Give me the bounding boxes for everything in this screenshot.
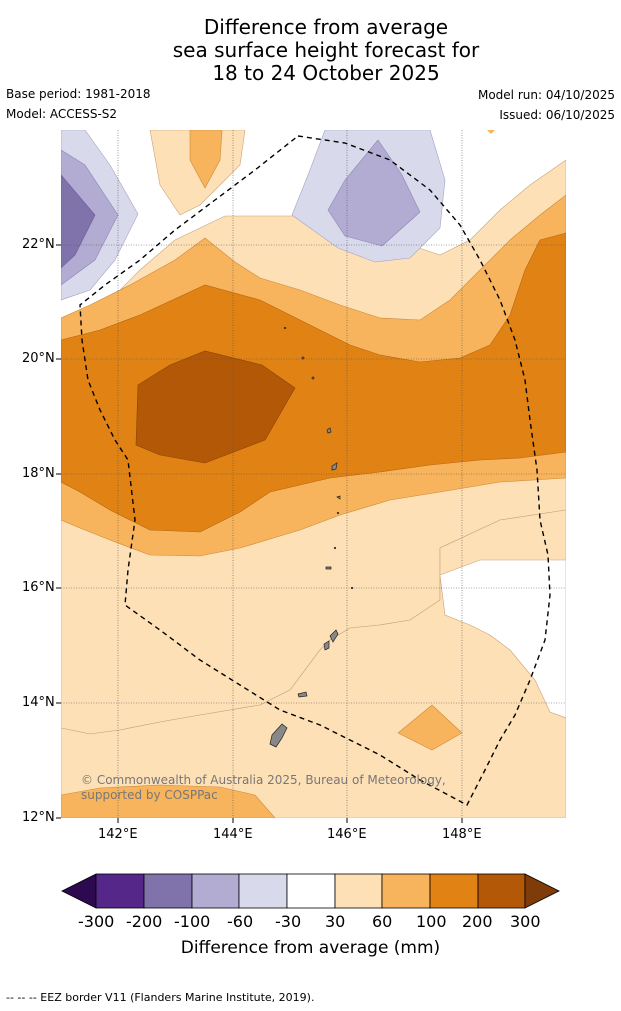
lat-label-14n: 14°N [22,695,55,710]
contour-60-100-top [189,130,223,189]
lat-label-12n: 12°N [22,810,55,825]
saipan-island [329,629,339,643]
colorbar-tick-300: 300 [510,912,541,931]
islands [269,326,354,748]
colorbar-swatch-9 [477,873,526,909]
islet-1 [311,376,315,380]
contour-60-100-southwest [61,784,276,818]
contour-negative-north-inner [327,139,421,247]
colorbar-tick--300: -300 [78,912,115,931]
guam-island [269,723,288,748]
colorbar [61,873,560,909]
colorbar-swatch-6 [334,873,383,909]
agrihan-island [326,427,332,434]
lat-label-16n: 16°N [22,580,55,595]
rota-island [297,691,308,698]
zero-region-south [439,559,566,719]
islet-3 [283,326,287,330]
model-run-text: Model run: 04/10/2025 [477,88,615,102]
colorbar-tick--100: -100 [174,912,211,931]
colorbar-tick--30: -30 [275,912,302,931]
colorbar-swatch-1 [95,873,145,909]
axis-ticks [56,244,463,823]
colorbar-tick-60: 60 [372,912,393,931]
tinian-island [323,640,330,651]
colorbar-swatch-7 [381,873,431,909]
issued-text: Issued: 06/10/2025 [499,108,615,122]
colorbar-title: Difference from average (mm) [180,938,441,958]
colorbar-swatch-3 [191,873,240,909]
contour-small-mark [487,130,495,134]
colorbar-tick-200: 200 [462,912,493,931]
colorbar-tick--200: -200 [126,912,163,931]
title-line-1: Difference from average [203,15,449,39]
colorbar-tick--60: -60 [227,912,254,931]
colorbar-extend-high [524,873,560,909]
islet-5 [333,546,337,550]
lon-label-144e: 144°E [213,827,253,842]
colorbar-swatch-4 [238,873,288,909]
pagan-island [331,462,338,471]
map-title: Difference from average sea surface heig… [0,16,621,85]
contour-200-300 [135,350,296,464]
copyright-notice: © Commonwealth of Australia 2025, Bureau… [81,773,446,802]
eez-legend-note: -- -- -- EEZ border V11 (Flanders Marine… [6,991,315,1004]
lon-label-146e: 146°E [327,827,367,842]
lat-label-20n: 20°N [22,351,55,366]
eez-border [79,135,551,806]
colorbar-extend-low [61,873,97,909]
base-period-text: Base period: 1981-2018 [6,87,151,101]
islet-4 [336,511,340,515]
colorbar-tick-100: 100 [416,912,447,931]
colorbar-swatch-5 [286,873,336,909]
colorbar-tick-30: 30 [325,912,346,931]
alamagan-island [336,495,341,500]
islet-6 [350,586,354,590]
title-line-2: sea surface height forecast for [172,38,480,62]
title-line-3: 18 to 24 October 2025 [212,61,440,85]
lon-label-142e: 142°E [98,827,138,842]
gridlines [61,130,566,818]
lat-label-18n: 18°N [22,466,55,481]
lat-label-22n: 22°N [22,237,55,252]
lon-label-148e: 148°E [442,827,482,842]
model-text: Model: ACCESS-S2 [6,107,118,121]
islet-2 [301,356,305,360]
colorbar-swatch-2 [143,873,193,909]
colorbar-swatch-8 [429,873,479,909]
sarigan-island [325,566,332,570]
